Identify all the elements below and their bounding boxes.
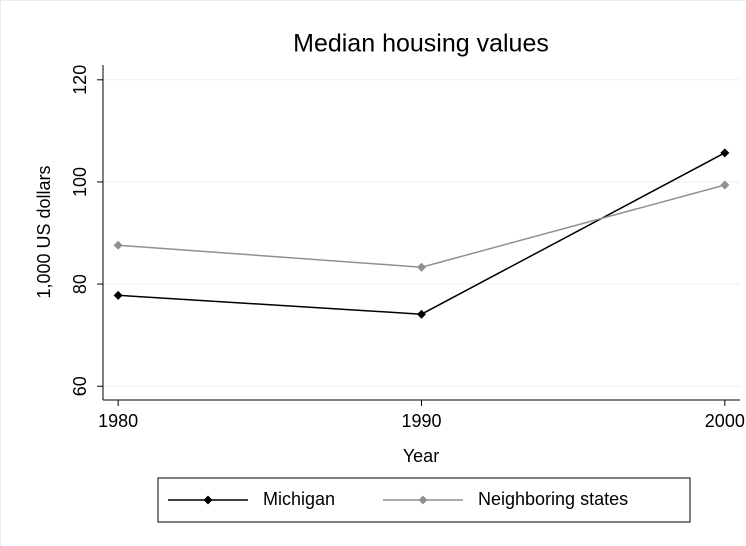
marker [720, 180, 730, 190]
x-tick-label: 1980 [98, 411, 138, 431]
marker [113, 290, 123, 300]
chart-title: Median housing values [293, 30, 549, 58]
marker [417, 309, 426, 319]
legend-label: Michigan [263, 489, 335, 509]
y-tick-label: 60 [70, 376, 90, 396]
marker [720, 148, 730, 158]
marker [417, 262, 426, 272]
marker [113, 240, 123, 250]
x-axis-title: Year [403, 446, 439, 466]
x-tick-label: 1990 [401, 411, 441, 431]
legend-label: Neighboring states [478, 489, 628, 509]
legend-marker [418, 495, 428, 505]
y-tick-label: 120 [70, 65, 90, 95]
y-axis-title: 1,000 US dollars [34, 165, 54, 298]
y-tick-label: 80 [70, 274, 90, 294]
x-tick-label: 2000 [705, 411, 745, 431]
y-tick-label: 100 [70, 167, 90, 197]
legend-marker [203, 495, 213, 505]
